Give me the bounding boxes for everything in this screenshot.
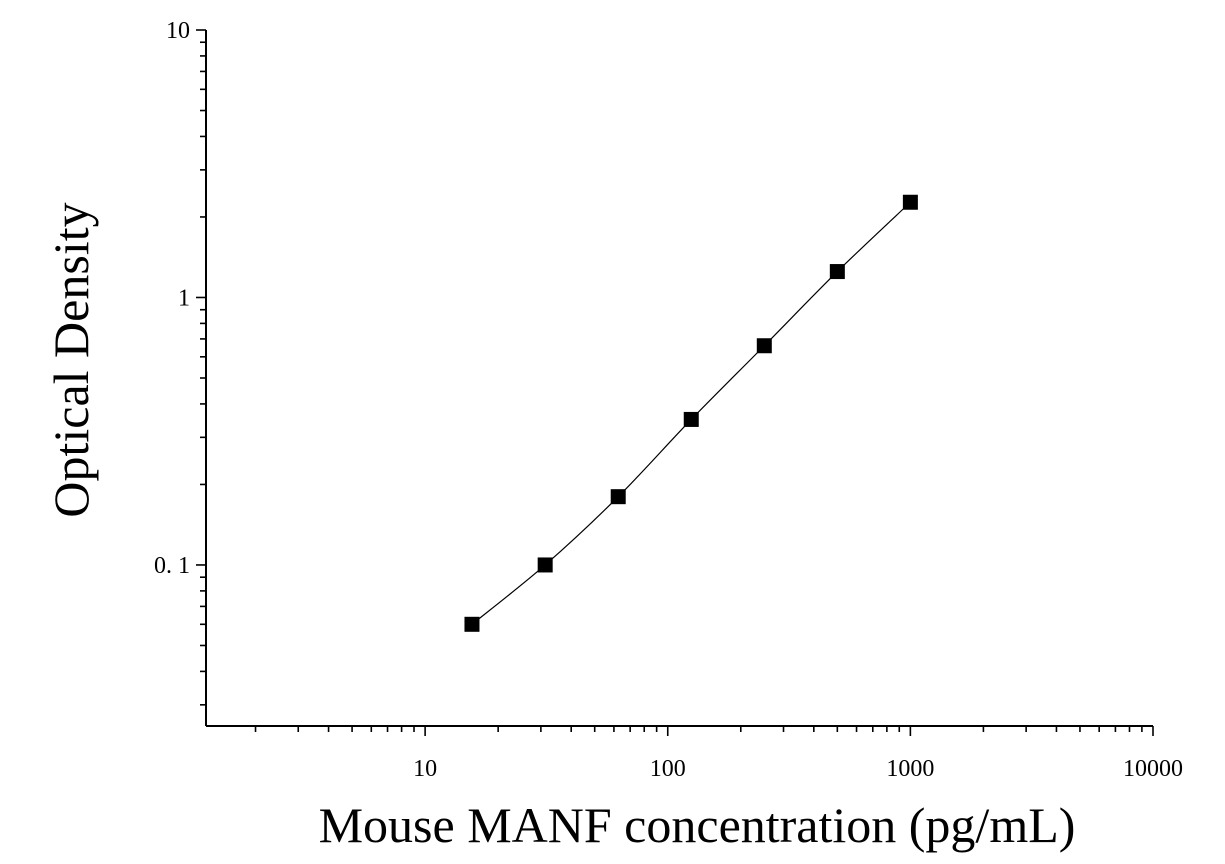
tick-labels: 10 100 1000 10000 0. 1 1 10	[154, 18, 1183, 782]
data-point	[829, 264, 845, 280]
data-points	[464, 194, 918, 632]
x-tick-label: 1000	[886, 756, 934, 782]
y-tick-label: 0. 1	[154, 553, 190, 579]
x-tick-label: 10	[413, 756, 437, 782]
data-point	[756, 338, 772, 354]
axes	[205, 30, 1153, 727]
x-tick-label: 10000	[1123, 756, 1183, 782]
data-point	[610, 489, 626, 505]
axis-ticks	[196, 29, 1154, 736]
x-tick-label: 100	[650, 756, 686, 782]
data-point	[683, 411, 699, 427]
data-point	[537, 557, 553, 573]
data-point	[464, 616, 480, 632]
x-axis-title: Mouse MANF concentration (pg/mL)	[319, 797, 1076, 853]
data-point	[902, 194, 918, 210]
y-axis-title: Optical Density	[43, 202, 99, 517]
y-tick-label: 1	[178, 285, 190, 311]
y-tick-label: 10	[166, 18, 190, 44]
